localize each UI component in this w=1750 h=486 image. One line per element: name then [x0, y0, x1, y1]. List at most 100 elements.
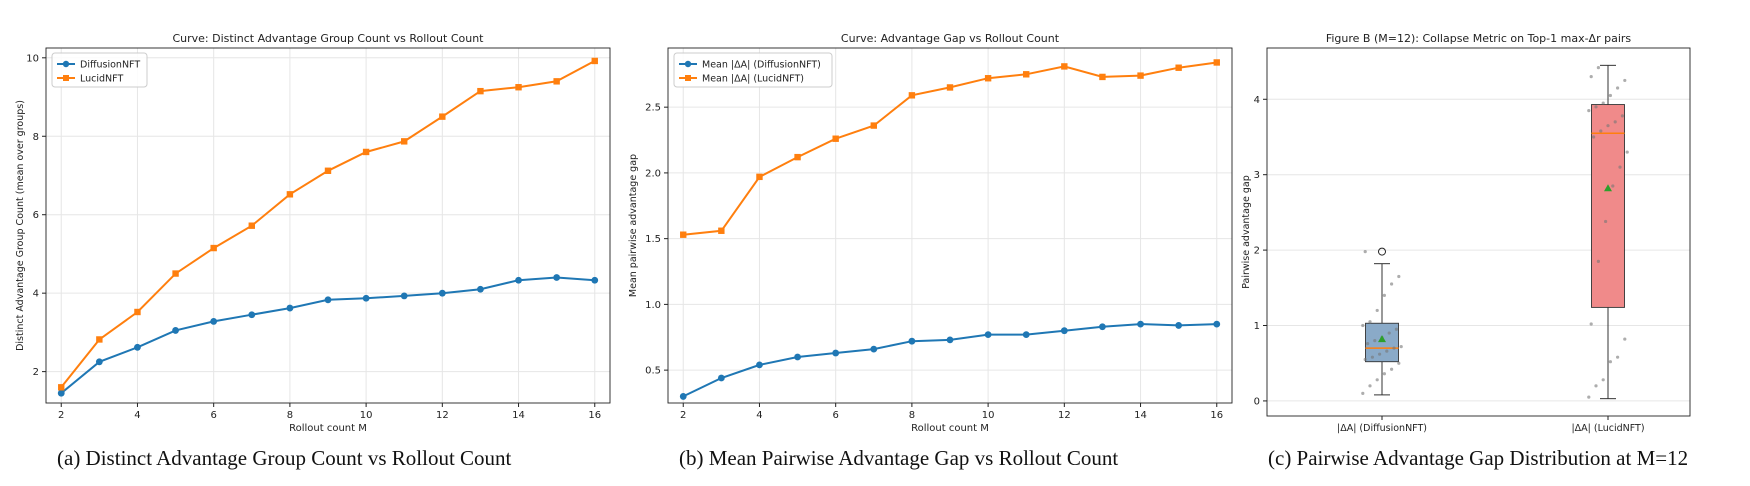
data-point-0-0-9 [400, 292, 408, 300]
y-tick-label-0-0: 2 [33, 367, 39, 378]
legend-label-1-0: Mean |ΔA| (DiffusionNFT) [702, 60, 821, 71]
data-point-1-1-13 [1175, 64, 1182, 71]
legend-marker-1-1 [685, 75, 691, 81]
data-point-1-0-13 [1175, 322, 1183, 329]
x-tick-label-1-7: 16 [1210, 410, 1223, 421]
outlier-0-0 [1378, 247, 1386, 256]
jitter-point-1-23 [1589, 75, 1593, 79]
data-point-1-0-2 [756, 361, 763, 369]
box-1 [1591, 104, 1625, 308]
chart-title-0: Curve: Distinct Advantage Group Count vs… [172, 32, 484, 45]
y-tick-label-2-1: 1 [1254, 321, 1260, 332]
data-point-1-0-0 [679, 393, 687, 400]
data-point-1-0-7 [946, 336, 954, 344]
jitter-point-0-10 [1392, 346, 1396, 350]
data-point-0-1-6 [286, 191, 294, 198]
x-tick-label-0-0: 2 [58, 410, 64, 421]
legend-label-0-1: LucidNFT [80, 74, 123, 85]
y-tick-label-0-3: 8 [33, 132, 39, 143]
y-tick-label-2-2: 2 [1254, 246, 1260, 257]
data-point-1-0-8 [984, 331, 992, 339]
data-point-1-0-10 [1060, 327, 1068, 335]
data-point-0-1-1 [96, 336, 103, 343]
jitter-point-0-9 [1385, 349, 1389, 353]
y-tick-label-1-4: 2.5 [645, 103, 661, 114]
data-point-0-0-10 [438, 289, 446, 297]
y-tick-label-2-4: 4 [1254, 95, 1260, 106]
legend-marker-1-0 [684, 60, 692, 68]
jitter-point-1-8 [1604, 219, 1608, 224]
y-tick-label-0-4: 10 [26, 53, 39, 64]
x-tick-label-1-3: 8 [909, 410, 915, 421]
plot-frame-2 [1266, 47, 1691, 417]
x-tick-label-0-7: 16 [588, 410, 601, 421]
data-point-0-0-13 [553, 274, 561, 281]
y-tick-label-1-3: 2.0 [645, 168, 661, 179]
jitter-point-1-2 [1601, 378, 1605, 382]
data-point-1-1-11 [1099, 73, 1106, 81]
x-tick-label-1-2: 6 [832, 410, 838, 421]
chart-title-1: Curve: Advantage Gap vs Rollout Count [841, 32, 1060, 45]
data-point-0-1-4 [210, 244, 217, 252]
y-axis-label-1: Mean pairwise advantage gap [628, 154, 639, 297]
data-point-0-0-0 [57, 389, 65, 397]
jitter-point-1-1 [1594, 384, 1598, 388]
x-tick-label-1-6: 14 [1134, 410, 1147, 421]
jitter-point-1-13 [1599, 129, 1603, 133]
mean-marker-0 [1378, 335, 1386, 343]
data-point-0-0-1 [95, 358, 103, 366]
data-point-0-1-13 [553, 78, 560, 85]
jitter-point-0-16 [1394, 327, 1398, 331]
legend-marker-0-1 [63, 75, 69, 81]
data-point-0-0-4 [210, 318, 218, 325]
jitter-point-1-6 [1589, 322, 1593, 326]
jitter-point-0-17 [1361, 323, 1365, 328]
data-point-1-1-4 [832, 135, 839, 142]
x-tick-label-1-5: 12 [1058, 410, 1071, 421]
chart-title-2: Figure B (M=12): Collapse Metric on Top-… [1326, 32, 1632, 45]
data-point-1-0-9 [1022, 331, 1030, 339]
data-point-0-1-8 [362, 148, 370, 156]
x-axis-label-0: Rollout count M [289, 423, 367, 434]
jitter-point-0-6 [1363, 357, 1367, 362]
y-axis-label-2: Pairwise advantage gap [1241, 175, 1252, 289]
jitter-point-1-3 [1608, 360, 1612, 364]
data-point-1-0-11 [1099, 323, 1106, 331]
y-tick-label-1-1: 1.0 [645, 300, 661, 311]
data-point-1-0-12 [1137, 320, 1144, 328]
data-point-1-1-1 [718, 227, 725, 234]
data-point-0-1-12 [515, 84, 522, 91]
series-line-0-1 [60, 60, 596, 388]
plot-frame-1 [667, 47, 1233, 404]
jitter-point-1-16 [1620, 114, 1624, 118]
x-tick-label-1-4: 10 [982, 410, 995, 421]
x-tick-label-2-0: |ΔA| (DiffusionNFT) [1337, 423, 1427, 434]
data-point-0-0-14 [591, 276, 599, 284]
jitter-point-0-5 [1397, 361, 1401, 365]
jitter-point-0-8 [1378, 352, 1382, 356]
x-tick-label-0-6: 14 [512, 410, 525, 421]
data-point-0-1-7 [324, 167, 332, 174]
data-point-1-0-1 [717, 374, 725, 382]
jitter-point-1-17 [1587, 108, 1591, 113]
jitter-point-0-15 [1387, 331, 1391, 335]
jitter-point-1-24 [1596, 66, 1600, 70]
data-point-0-0-5 [248, 311, 256, 319]
data-point-1-0-3 [794, 353, 801, 361]
jitter-point-1-12 [1592, 135, 1596, 139]
x-tick-label-0-5: 12 [436, 410, 449, 421]
y-tick-label-0-1: 4 [33, 289, 39, 300]
x-tick-label-0-2: 6 [210, 410, 216, 421]
jitter-point-0-2 [1375, 378, 1379, 382]
y-tick-label-1-0: 0.5 [645, 366, 661, 377]
data-point-1-1-7 [946, 84, 954, 91]
series-line-0-0 [60, 276, 595, 394]
data-point-0-0-12 [515, 276, 522, 284]
data-point-0-0-8 [362, 294, 370, 302]
x-tick-label-0-1: 4 [134, 410, 140, 421]
jitter-point-0-18 [1368, 320, 1372, 324]
series-line-1-0 [682, 323, 1217, 398]
caption-b: (b) Mean Pairwise Advantage Gap vs Rollo… [679, 446, 1119, 470]
data-point-0-1-5 [248, 222, 255, 229]
